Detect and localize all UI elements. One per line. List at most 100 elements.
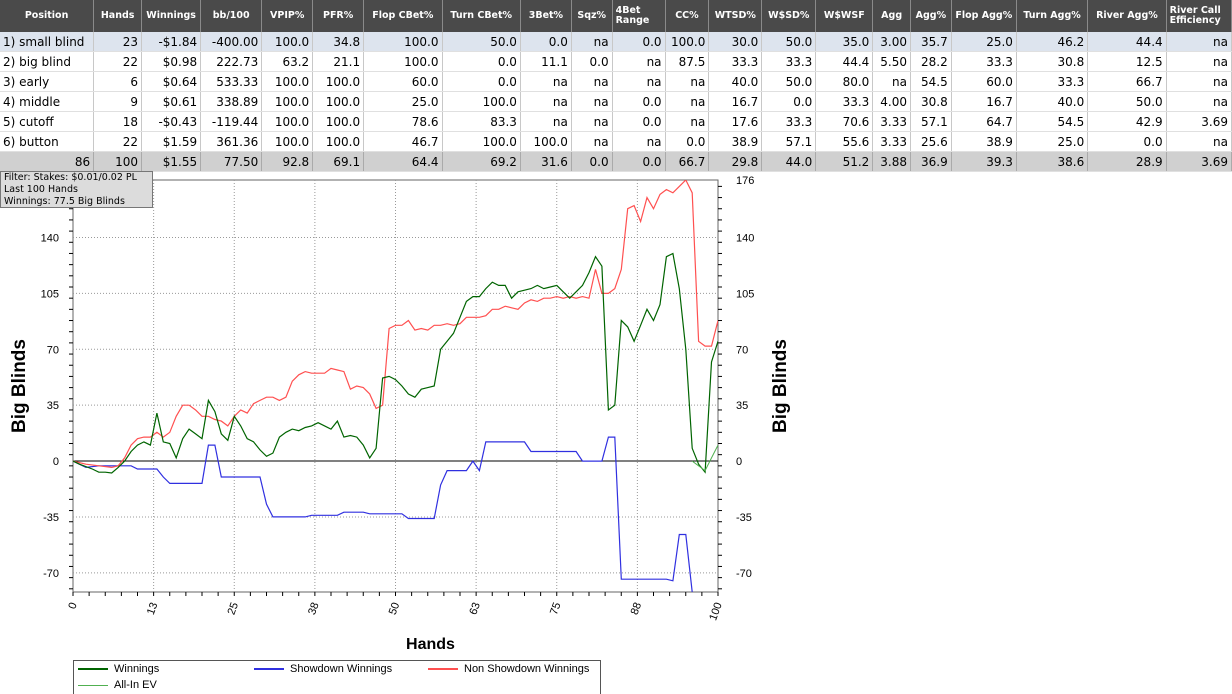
x-tick-label: 38 [306,601,321,617]
y-tick-label-left: 105 [41,288,59,300]
stat-cell: 83.3 [442,111,521,132]
column-header[interactable]: Turn CBet% [442,0,521,32]
total-cell: 51.2 [815,151,874,172]
total-cell: 38.6 [1016,151,1089,172]
stat-cell: 38.9 [708,131,763,152]
x-tick-label: 0 [66,601,79,611]
series-line-non-showdown-winnings [73,180,718,469]
x-tick-label: 25 [226,601,241,617]
stat-cell: 66.7 [1087,71,1167,92]
column-header[interactable]: Turn Agg% [1016,0,1089,32]
column-header[interactable]: CC% [665,0,710,32]
table-row[interactable]: 1) small blind 23 -$1.84 -400.00 100.0 34.8 10… [0,32,1232,52]
stat-cell: 22 [93,131,143,152]
stat-cell: 100.0 [363,51,443,72]
stat-cell: -119.44 [200,111,263,132]
stat-cell: na [571,71,613,92]
stat-cell: na [571,91,613,112]
x-tick-label: 88 [629,601,644,617]
y-tick-label-right: 105 [736,288,754,300]
total-cell: 28.9 [1087,151,1167,172]
position-cell: 3) early [0,71,95,92]
stat-cell: na [1166,71,1232,92]
total-cell: 31.6 [520,151,572,172]
total-cell: 44.0 [761,151,817,172]
stat-cell: 100.0 [261,32,314,52]
table-header-row: Position Hands Winnings bb/100 VPIP% PFR% Flop… [0,0,1232,32]
column-header[interactable]: Flop CBet% [363,0,443,32]
stat-cell: 12.5 [1087,51,1167,72]
legend-item-allin-ev: All-In EV [78,678,157,692]
table-row[interactable]: 2) big blind 22 $0.98 222.73 63.2 21.1 100.0 0.… [0,51,1232,72]
stat-cell: 100.0 [261,131,314,152]
column-header[interactable]: 4Bet Range [612,0,666,32]
column-header[interactable]: Position [0,0,95,32]
series-line-showdown-winnings [73,436,693,592]
stat-cell: 25.0 [1016,131,1089,152]
stat-cell: 50.0 [442,32,521,52]
table-row[interactable]: 4) middle 9 $0.61 338.89 100.0 100.0 25.0 100.0… [0,91,1232,112]
stat-cell: 22 [93,51,143,72]
column-header[interactable]: Hands [93,0,143,32]
stat-cell: na [1166,51,1232,72]
stat-cell: 34.8 [312,32,365,52]
total-cell: 3.88 [872,151,911,172]
stat-cell: 54.5 [1016,111,1089,132]
stat-cell: 100.0 [261,111,314,132]
stat-cell: 18 [93,111,143,132]
column-header[interactable]: W$SD% [761,0,817,32]
legend-swatch-nonshowdown [428,668,458,671]
stat-cell: 338.89 [200,91,263,112]
stat-cell: na [612,51,666,72]
column-header[interactable]: W$WSF [815,0,874,32]
column-header[interactable]: PFR% [312,0,365,32]
stat-cell: 35.7 [910,32,952,52]
column-header[interactable]: WTSD% [708,0,763,32]
stat-cell: -400.00 [200,32,263,52]
column-header[interactable]: Winnings [141,0,202,32]
column-header[interactable]: 3Bet% [520,0,572,32]
position-stats-table: Position Hands Winnings bb/100 VPIP% PFR% Flop… [0,0,1232,172]
stat-cell: $1.59 [141,131,202,152]
stat-cell: 3.33 [872,131,911,152]
winnings-graph: 140 105 70 35 0 -35 -70 176 140 105 70 35 0 -35 -70 0 13… [9,175,791,653]
column-header[interactable]: River Call Efficiency [1166,0,1232,32]
stat-cell: 16.7 [708,91,763,112]
y-tick-label-right: -35 [736,512,752,524]
stat-cell: 50.0 [761,71,817,92]
stat-cell: 46.7 [363,131,443,152]
column-header[interactable]: VPIP% [261,0,314,32]
x-tick-label: 75 [548,601,563,617]
stat-cell: 55.6 [815,131,874,152]
stat-cell: na [612,71,666,92]
total-cell: 29.8 [708,151,763,172]
stat-cell: 0.0 [520,32,572,52]
position-cell: 5) cutoff [0,111,95,132]
plot-area [72,179,719,593]
stat-cell: na [571,32,613,52]
table-row[interactable]: 3) early 6 $0.64 533.33 100.0 100.0 60.0 0.0 na n… [0,71,1232,92]
column-header[interactable]: bb/100 [200,0,263,32]
stat-cell: $0.98 [141,51,202,72]
stat-cell: 35.0 [815,32,874,52]
column-header[interactable]: River Agg% [1087,0,1167,32]
series-line-all-in-ev [691,444,718,472]
y-tick-label-left: 140 [41,232,59,244]
total-cell: 100 [93,151,143,172]
stat-cell: na [612,131,666,152]
position-cell: 2) big blind [0,51,95,72]
table-row[interactable]: 6) button 22 $1.59 361.36 100.0 100.0 46.7 100.… [0,131,1232,152]
stat-cell: 38.9 [951,131,1017,152]
filter-info-box: Filter: Stakes: $0.01/0.02 PL Last 100 H… [0,171,153,208]
stat-cell: 0.0 [665,131,710,152]
column-header[interactable]: Sqz% [571,0,613,32]
y-axis-title-right: Big Blinds [770,339,791,433]
stat-cell: na [571,111,613,132]
column-header[interactable]: Agg% [910,0,952,32]
stat-cell: 40.0 [708,71,763,92]
table-row[interactable]: 5) cutoff 18 -$0.43 -119.44 100.0 100.0 78.6 83… [0,111,1232,132]
stat-cell: -$0.43 [141,111,202,132]
column-header[interactable]: Agg [872,0,911,32]
total-cell: 0.0 [571,151,613,172]
column-header[interactable]: Flop Agg% [951,0,1017,32]
